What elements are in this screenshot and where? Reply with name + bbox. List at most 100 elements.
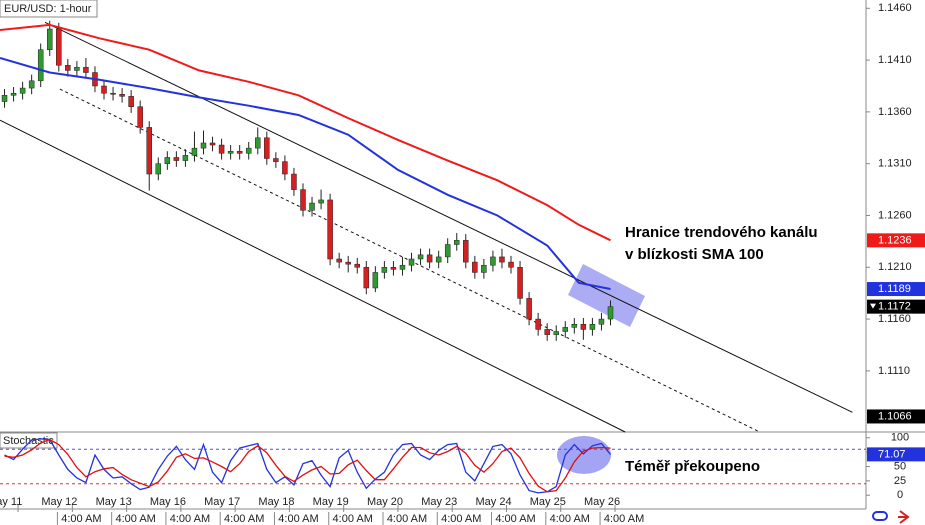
series-line bbox=[0, 23, 611, 242]
x-tick-label: May 11 bbox=[0, 496, 22, 508]
candle-body bbox=[327, 199, 333, 260]
x-tick-label: 4:00 AM bbox=[115, 513, 155, 525]
candle-body bbox=[363, 267, 370, 289]
annotation: Hranice trendového kanálu bbox=[625, 224, 818, 241]
price-marker bbox=[867, 447, 925, 462]
candle-body bbox=[74, 67, 80, 71]
x-tick-label: 4:00 AM bbox=[61, 513, 101, 525]
candle-body bbox=[164, 157, 171, 164]
x-tick-label: May 19 bbox=[313, 496, 349, 508]
y-tick-label: 1.1110 bbox=[878, 365, 910, 377]
candle-body bbox=[517, 267, 523, 299]
candle-body bbox=[481, 264, 487, 273]
x-tick-label: May 16 bbox=[150, 496, 186, 508]
price-marker bbox=[867, 409, 925, 424]
candle-body bbox=[453, 240, 460, 245]
candle-body bbox=[200, 142, 207, 149]
candle-body bbox=[137, 106, 143, 128]
candle-body bbox=[336, 258, 342, 263]
x-tick-label: 4:00 AM bbox=[550, 513, 590, 525]
candle-body bbox=[245, 147, 252, 154]
candle-body bbox=[508, 261, 514, 268]
chart-title: EUR/USD: 1-hour bbox=[4, 3, 92, 15]
candle-body bbox=[19, 87, 26, 94]
price-marker bbox=[867, 282, 925, 297]
price-marker bbox=[867, 299, 925, 314]
candle-body bbox=[589, 324, 596, 330]
price-marker bbox=[867, 233, 925, 248]
y-tick-label: 0 bbox=[897, 489, 903, 501]
arrow-icon[interactable] bbox=[898, 510, 910, 524]
candle-body bbox=[345, 261, 351, 265]
candle-body bbox=[535, 318, 541, 330]
candle-body bbox=[526, 298, 532, 320]
price-marker-label: 1.1172 bbox=[878, 301, 911, 313]
candle-body bbox=[264, 137, 270, 159]
candle-body bbox=[255, 137, 261, 149]
candle-body bbox=[227, 151, 234, 154]
title-box bbox=[0, 0, 98, 18]
candle-body bbox=[182, 155, 189, 161]
y-tick-label: 1.1360 bbox=[878, 106, 912, 118]
candle-body bbox=[28, 80, 35, 89]
price-pointer bbox=[870, 303, 876, 309]
candle-body bbox=[472, 261, 478, 273]
x-tick-label: 4:00 AM bbox=[333, 513, 373, 525]
y-tick-label: 1.1310 bbox=[878, 158, 912, 170]
candle-body bbox=[56, 28, 62, 66]
candle-body bbox=[463, 240, 469, 263]
price-marker-label: 1.1189 bbox=[878, 283, 911, 295]
candle-body bbox=[435, 256, 442, 263]
x-tick-label: May 25 bbox=[530, 496, 566, 508]
x-tick-label: May 20 bbox=[367, 496, 403, 508]
x-tick-label: May 23 bbox=[421, 496, 457, 508]
x-tick-label: 4:00 AM bbox=[495, 513, 535, 525]
y-tick-label: 100 bbox=[891, 432, 909, 444]
candle-body bbox=[354, 263, 361, 268]
candle-body bbox=[146, 127, 152, 175]
trendline bbox=[0, 119, 626, 433]
candle-body bbox=[580, 324, 587, 330]
candle-body bbox=[119, 94, 125, 97]
price-marker-label: 1.1236 bbox=[878, 234, 912, 246]
candle-body bbox=[426, 254, 433, 263]
link-icon[interactable] bbox=[872, 511, 888, 521]
annotation: v blízkosti SMA 100 bbox=[625, 246, 764, 263]
candle-body bbox=[372, 272, 379, 289]
series-line bbox=[4, 438, 611, 493]
candle-body bbox=[309, 202, 315, 211]
x-tick-label: May 24 bbox=[475, 496, 511, 508]
candle-body bbox=[173, 157, 180, 161]
series-line bbox=[4, 438, 612, 494]
y-tick-label: 25 bbox=[894, 475, 906, 487]
candle-body bbox=[291, 173, 297, 190]
x-tick-label: 4:00 AM bbox=[441, 513, 481, 525]
candle-body bbox=[399, 264, 406, 270]
x-tick-label: May 13 bbox=[96, 496, 132, 508]
candle-body bbox=[46, 28, 53, 50]
x-tick-label: 4:00 AM bbox=[387, 513, 427, 525]
candle-body bbox=[65, 65, 71, 71]
candle-body bbox=[598, 318, 605, 325]
candle-body bbox=[218, 144, 225, 154]
x-tick-label: 4:00 AM bbox=[170, 513, 210, 525]
candle-body bbox=[83, 67, 89, 73]
x-tick-label: May 26 bbox=[584, 496, 620, 508]
x-tick-label: May 17 bbox=[204, 496, 240, 508]
y-tick-label: 50 bbox=[894, 460, 906, 472]
candle-body bbox=[300, 189, 306, 211]
x-tick-label: 4:00 AM bbox=[604, 513, 644, 525]
panel-title: Stochastic bbox=[3, 435, 54, 447]
icons[interactable] bbox=[872, 510, 910, 524]
price-marker-label: 1.1066 bbox=[878, 410, 912, 422]
y-tick-label: 1.1460 bbox=[878, 2, 912, 14]
x-tick-label: May 18 bbox=[258, 496, 294, 508]
y-tick-label: 1.1160 bbox=[878, 313, 911, 325]
highlight-box bbox=[568, 264, 645, 327]
candle-body bbox=[390, 267, 397, 270]
candle-body bbox=[562, 327, 569, 332]
price-marker-label: 71.07 bbox=[878, 448, 906, 460]
candle-body bbox=[10, 92, 17, 96]
